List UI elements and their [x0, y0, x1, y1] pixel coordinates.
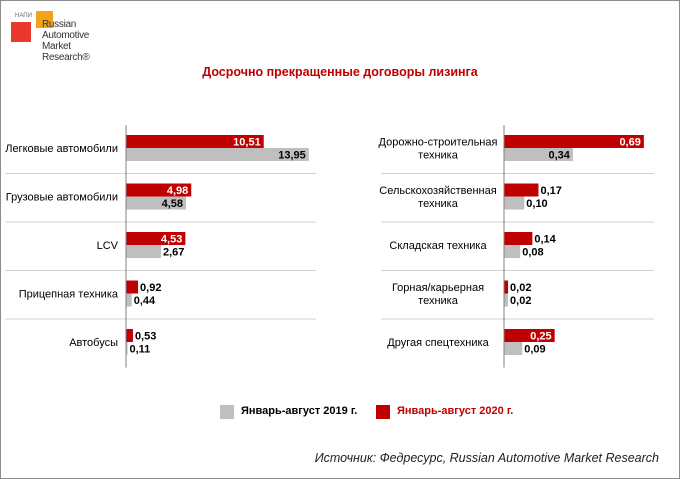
value-label-2020: 0,17 [540, 185, 561, 197]
value-label-2019: 4,58 [162, 198, 183, 210]
value-label-2020: 0,25 [530, 331, 551, 343]
category-label: Прицепная техника [19, 289, 119, 301]
value-label-2020: 10,51 [233, 137, 261, 149]
category-label: Легковые автомобили [5, 143, 118, 155]
value-label-2020: 0,02 [510, 282, 531, 294]
bar-2020 [504, 232, 533, 245]
logo-line-4: Research® [42, 52, 90, 63]
category-label: Грузовые автомобили [6, 192, 118, 204]
legend-label-2020: Январь-август 2020 г. [397, 405, 514, 417]
category-label: Автобусы [69, 337, 118, 349]
value-label-2019: 13,95 [278, 150, 306, 162]
value-label-2019: 0,02 [510, 295, 531, 307]
value-label-2019: 0,44 [134, 295, 156, 307]
bar-2019 [126, 148, 309, 161]
category-label: LCV [97, 240, 119, 252]
logo-line-1: Russian [42, 19, 77, 30]
category-label: Горная/карьерная техника [392, 282, 484, 307]
bar-2020 [504, 329, 555, 342]
value-label-2019: 2,67 [163, 247, 184, 259]
value-label-2020: 0,69 [619, 137, 640, 149]
bar-2020 [126, 232, 186, 245]
value-label-2019: 0,34 [548, 150, 570, 162]
value-label-2020: 0,92 [140, 282, 161, 294]
bar-2020 [504, 280, 509, 294]
logo-red-square [11, 22, 31, 42]
source-note: Источник: Федресурс, Russian Automotive … [314, 451, 659, 465]
panel-2: Дорожно-строительная техника 0,69 0,34 Сельс… [379, 125, 654, 368]
bar-2020 [126, 280, 139, 294]
bar-2020 [126, 329, 133, 342]
logo: НАПИ Russian Automotive Market Research® [9, 9, 99, 69]
bar-2019 [126, 293, 132, 307]
logo-line-2: Automotive [42, 30, 90, 41]
bar-2019 [126, 196, 187, 210]
value-label-2019: 0,10 [526, 198, 547, 210]
chart-area: Легковые автомобили 10,51 13,95 Грузовые ав… [5, 125, 654, 368]
bar-2020 [504, 183, 539, 197]
category-label: Дорожно-строительная техника [379, 137, 498, 162]
bar-2019 [504, 245, 521, 258]
logo-orange-square [36, 11, 53, 28]
bar-2019 [504, 148, 573, 161]
logo-line-3: Market [42, 41, 71, 52]
legend-label-2019: Январь-август 2019 г. [241, 405, 358, 417]
bar-2019 [504, 293, 509, 307]
value-label-2019: 0,09 [524, 344, 545, 356]
bar-2019 [126, 342, 128, 355]
value-label-2020: 0,14 [534, 234, 556, 246]
value-label-2020: 4,53 [161, 234, 182, 246]
category-label: Сельскохозяйственная техника [379, 185, 496, 210]
bar-2020 [126, 135, 264, 148]
value-label-2020: 0,53 [135, 331, 156, 343]
category-label: Складская техника [389, 240, 487, 252]
bar-2020 [126, 183, 192, 197]
category-label: Другая спецтехника [387, 337, 489, 349]
chart-title: Досрочно прекращенные договоры лизинга [202, 65, 478, 79]
value-label-2020: 4,98 [167, 185, 188, 197]
value-label-2019: 0,08 [522, 247, 543, 259]
value-label-2019: 0,11 [130, 344, 151, 356]
legend: Январь-август 2019 г. Январь-август 2020… [1, 404, 679, 420]
bar-2019 [504, 342, 523, 355]
legend-swatch-2020 [376, 405, 390, 419]
legend-swatch-2019 [220, 405, 234, 419]
panel-1: Легковые автомобили 10,51 13,95 Грузовые ав… [5, 125, 316, 368]
bar-2019 [126, 245, 161, 258]
bar-2020 [504, 135, 644, 148]
bar-2019 [504, 196, 525, 210]
logo-small-text: НАПИ [15, 13, 32, 19]
